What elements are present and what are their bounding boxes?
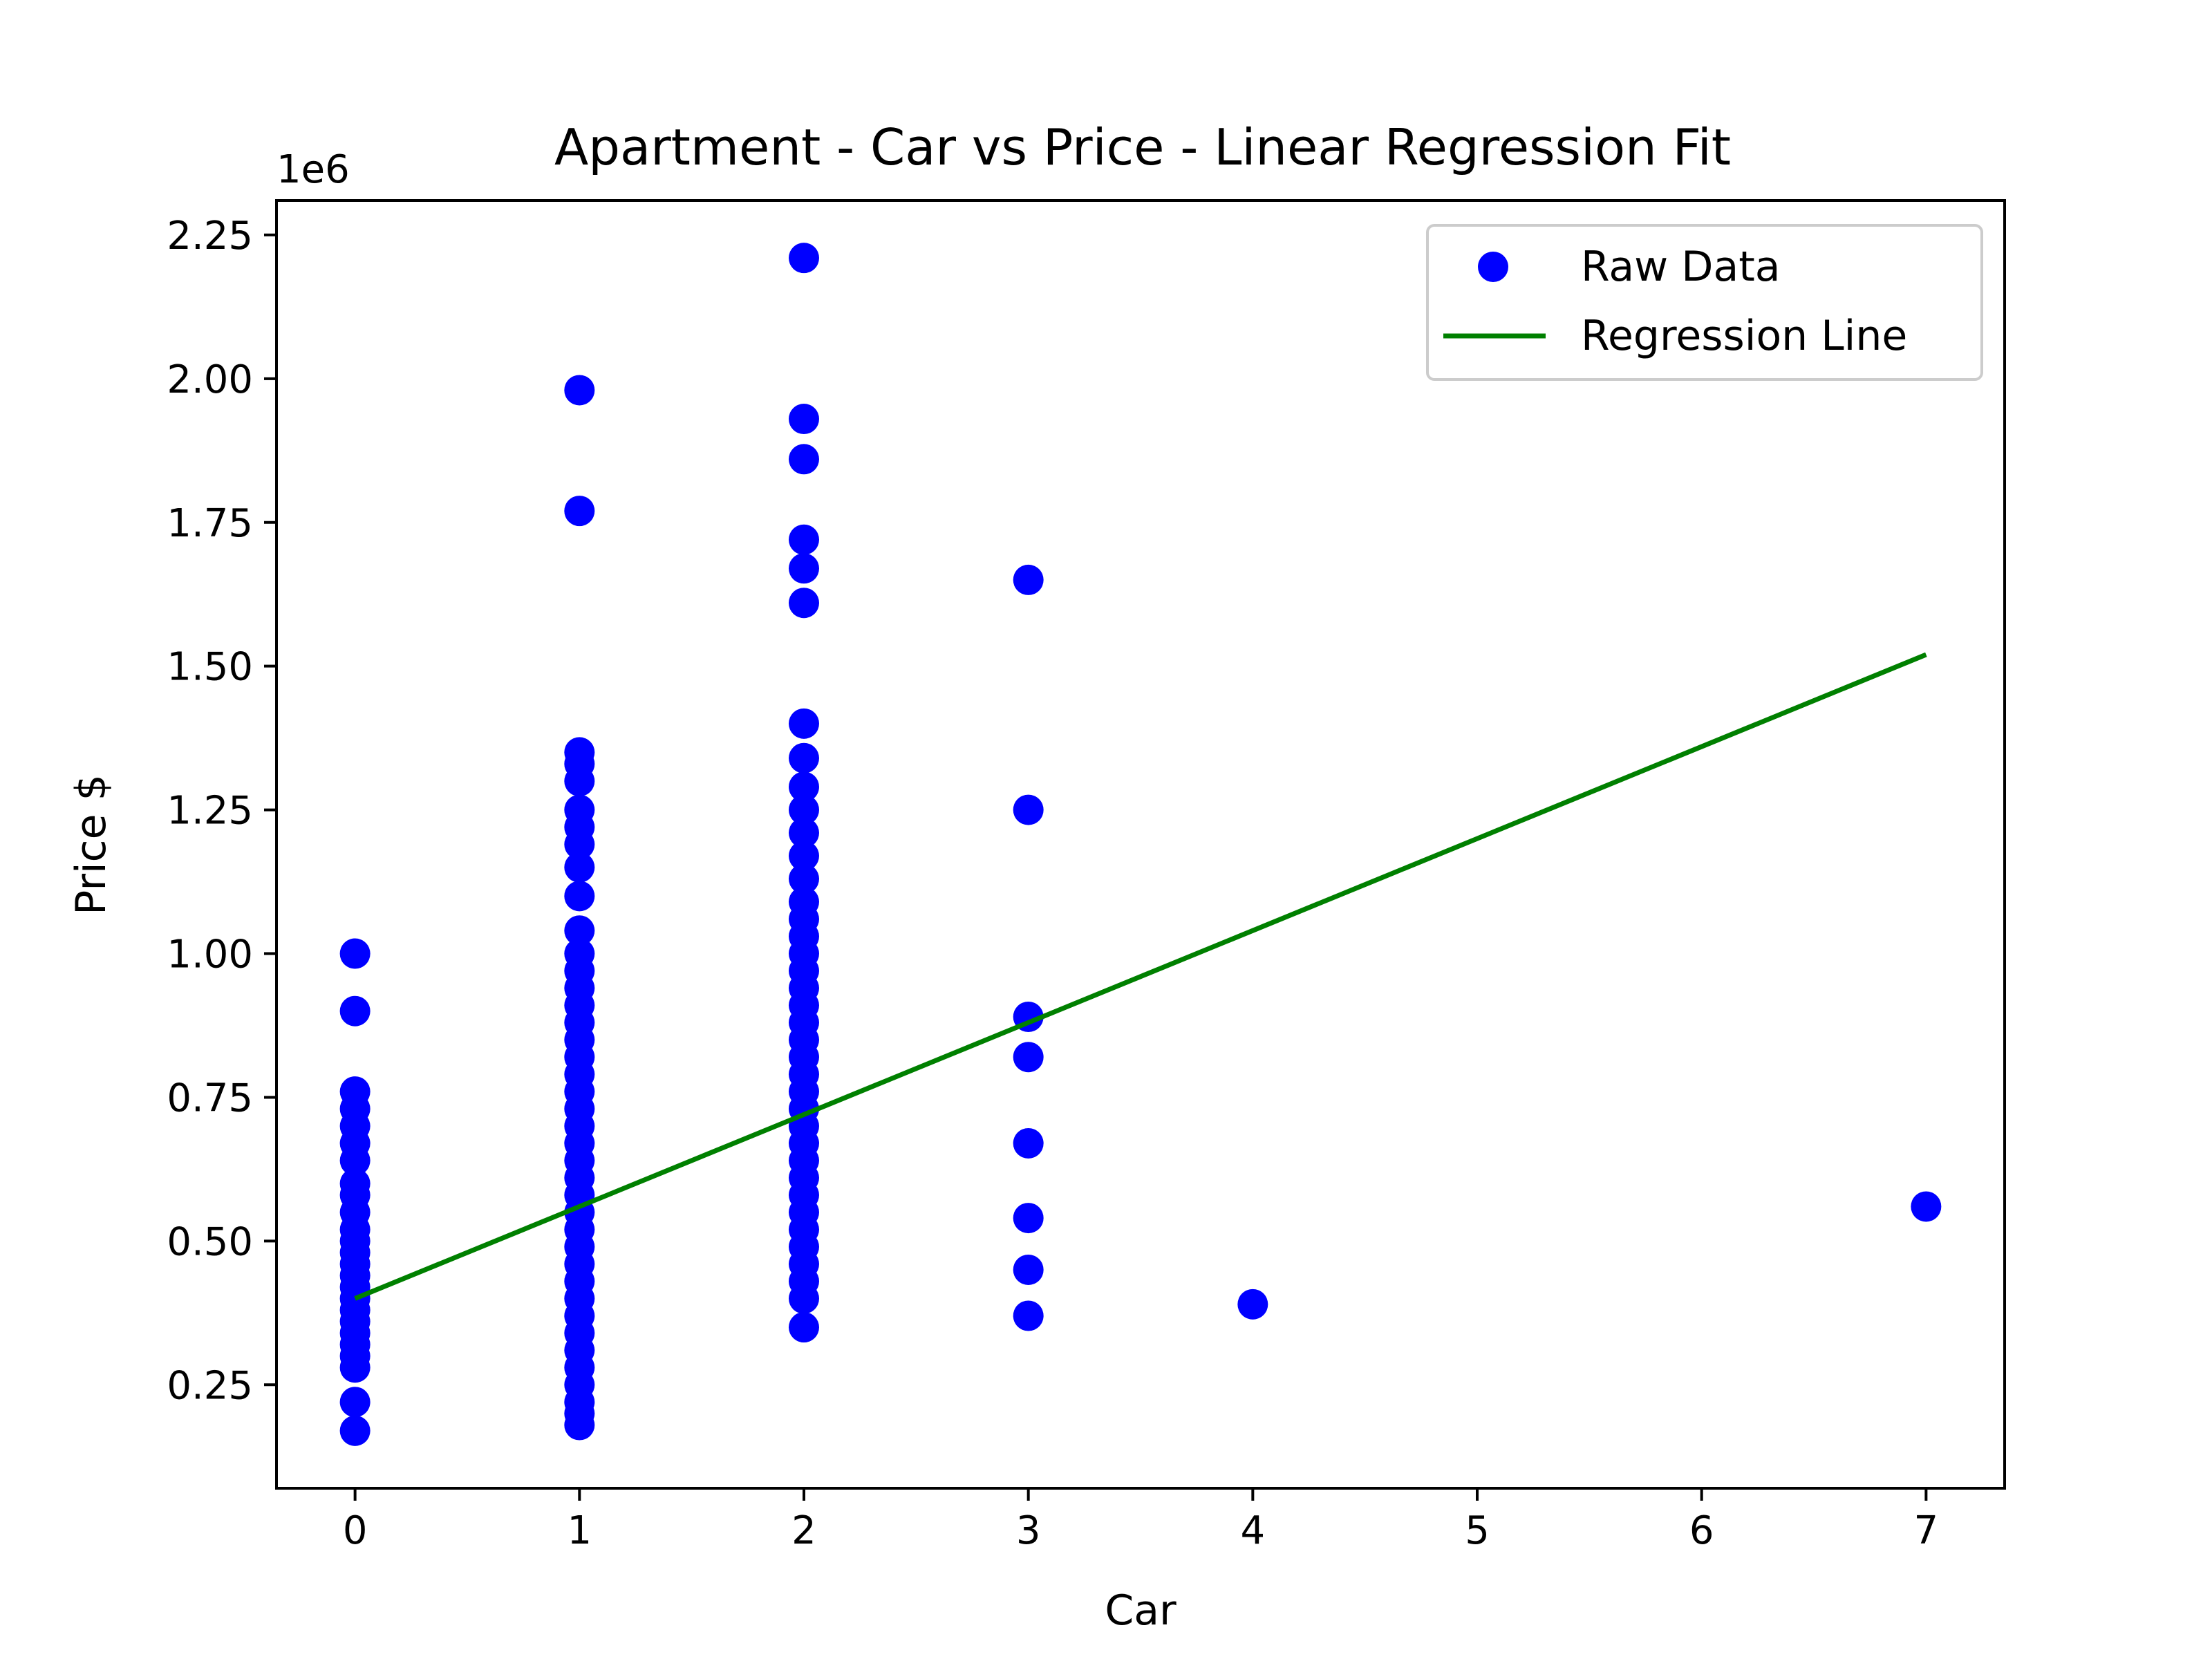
- x-tick-label: 4: [1241, 1508, 1266, 1553]
- legend-marker-raw-data: [1478, 252, 1508, 282]
- scatter-point: [788, 404, 819, 435]
- scatter-point: [788, 553, 819, 584]
- y-tick-label: 1.75: [167, 501, 253, 546]
- y-tick-label: 1.50: [167, 645, 253, 690]
- scatter-point: [564, 881, 595, 912]
- scatter-point: [564, 852, 595, 883]
- scatter-point: [1911, 1191, 1942, 1222]
- y-axis-offset-label: 1e6: [276, 147, 350, 192]
- legend-label-regression-line: Regression Line: [1581, 312, 1907, 360]
- scatter-point: [788, 863, 819, 894]
- legend-label-raw-data: Raw Data: [1581, 243, 1781, 291]
- scatter-point: [788, 817, 819, 848]
- regression-line: [354, 652, 1927, 1301]
- x-tick-label: 5: [1465, 1508, 1490, 1553]
- scatter-point: [788, 524, 819, 555]
- legend-box: [1426, 224, 1983, 381]
- scatter-point: [788, 444, 819, 475]
- scatter-point: [1013, 1254, 1044, 1285]
- axes-frame: [275, 199, 2006, 1490]
- scatter-point: [339, 1387, 371, 1418]
- scatter-point: [1013, 1300, 1044, 1331]
- scatter-point: [788, 886, 819, 917]
- y-tick-label: 0.25: [167, 1363, 253, 1408]
- y-tick-label: 1.25: [167, 789, 253, 834]
- scatter-point: [788, 742, 819, 774]
- scatter-points-layer: [339, 243, 1942, 1446]
- y-tick-label: 1.00: [167, 932, 253, 977]
- scatter-point: [564, 375, 595, 406]
- x-tick-label: 6: [1689, 1508, 1714, 1553]
- legend: Raw Data Regression Line: [1426, 224, 1983, 381]
- scatter-point: [1013, 564, 1044, 595]
- x-tick-label: 7: [1914, 1508, 1939, 1553]
- scatter-point: [788, 243, 819, 274]
- y-tick-label: 2.25: [167, 214, 253, 259]
- scatter-point: [339, 1076, 371, 1107]
- x-tick-label: 2: [791, 1508, 816, 1553]
- regression-line-layer: [354, 652, 1927, 1301]
- scatter-point: [339, 995, 371, 1027]
- y-tick-label: 0.75: [167, 1076, 253, 1121]
- scatter-point: [1013, 1203, 1044, 1234]
- scatter-point: [564, 496, 595, 527]
- scatter-point: [1013, 1127, 1044, 1159]
- scatter-point: [788, 588, 819, 619]
- scatter-point: [339, 938, 371, 969]
- scatter-point: [1013, 1042, 1044, 1073]
- x-axis-ticks: 0 1 2 3 4 5 6 7: [343, 1488, 1938, 1553]
- scatter-point: [788, 841, 819, 872]
- x-tick-label: 1: [567, 1508, 592, 1553]
- scatter-point: [564, 915, 595, 946]
- y-axis-ticks: 0.25 0.50 0.75 1.00 1.25 1.50 1.75 2.00 2.25: [167, 214, 276, 1408]
- scatter-point: [1013, 794, 1044, 825]
- plot-area: [275, 199, 2006, 1490]
- scatter-point: [788, 794, 819, 825]
- y-tick-label: 0.50: [167, 1219, 253, 1264]
- scatter-point: [788, 708, 819, 739]
- chart-title: Apartment - Car vs Price - Linear Regres…: [554, 118, 1731, 176]
- y-axis-label: Price $: [67, 774, 115, 915]
- scatter-point: [564, 794, 595, 825]
- scatter-point: [339, 1168, 371, 1199]
- y-tick-label: 2.00: [167, 357, 253, 402]
- scatter-point: [788, 1312, 819, 1343]
- x-tick-label: 0: [343, 1508, 368, 1553]
- x-axis-label: Car: [1105, 1586, 1177, 1635]
- scatter-point: [564, 737, 595, 768]
- scatter-point: [564, 938, 595, 969]
- scatter-point: [788, 771, 819, 803]
- scatter-point: [1237, 1288, 1268, 1320]
- x-tick-label: 3: [1016, 1508, 1041, 1553]
- scatter-point: [339, 1415, 371, 1446]
